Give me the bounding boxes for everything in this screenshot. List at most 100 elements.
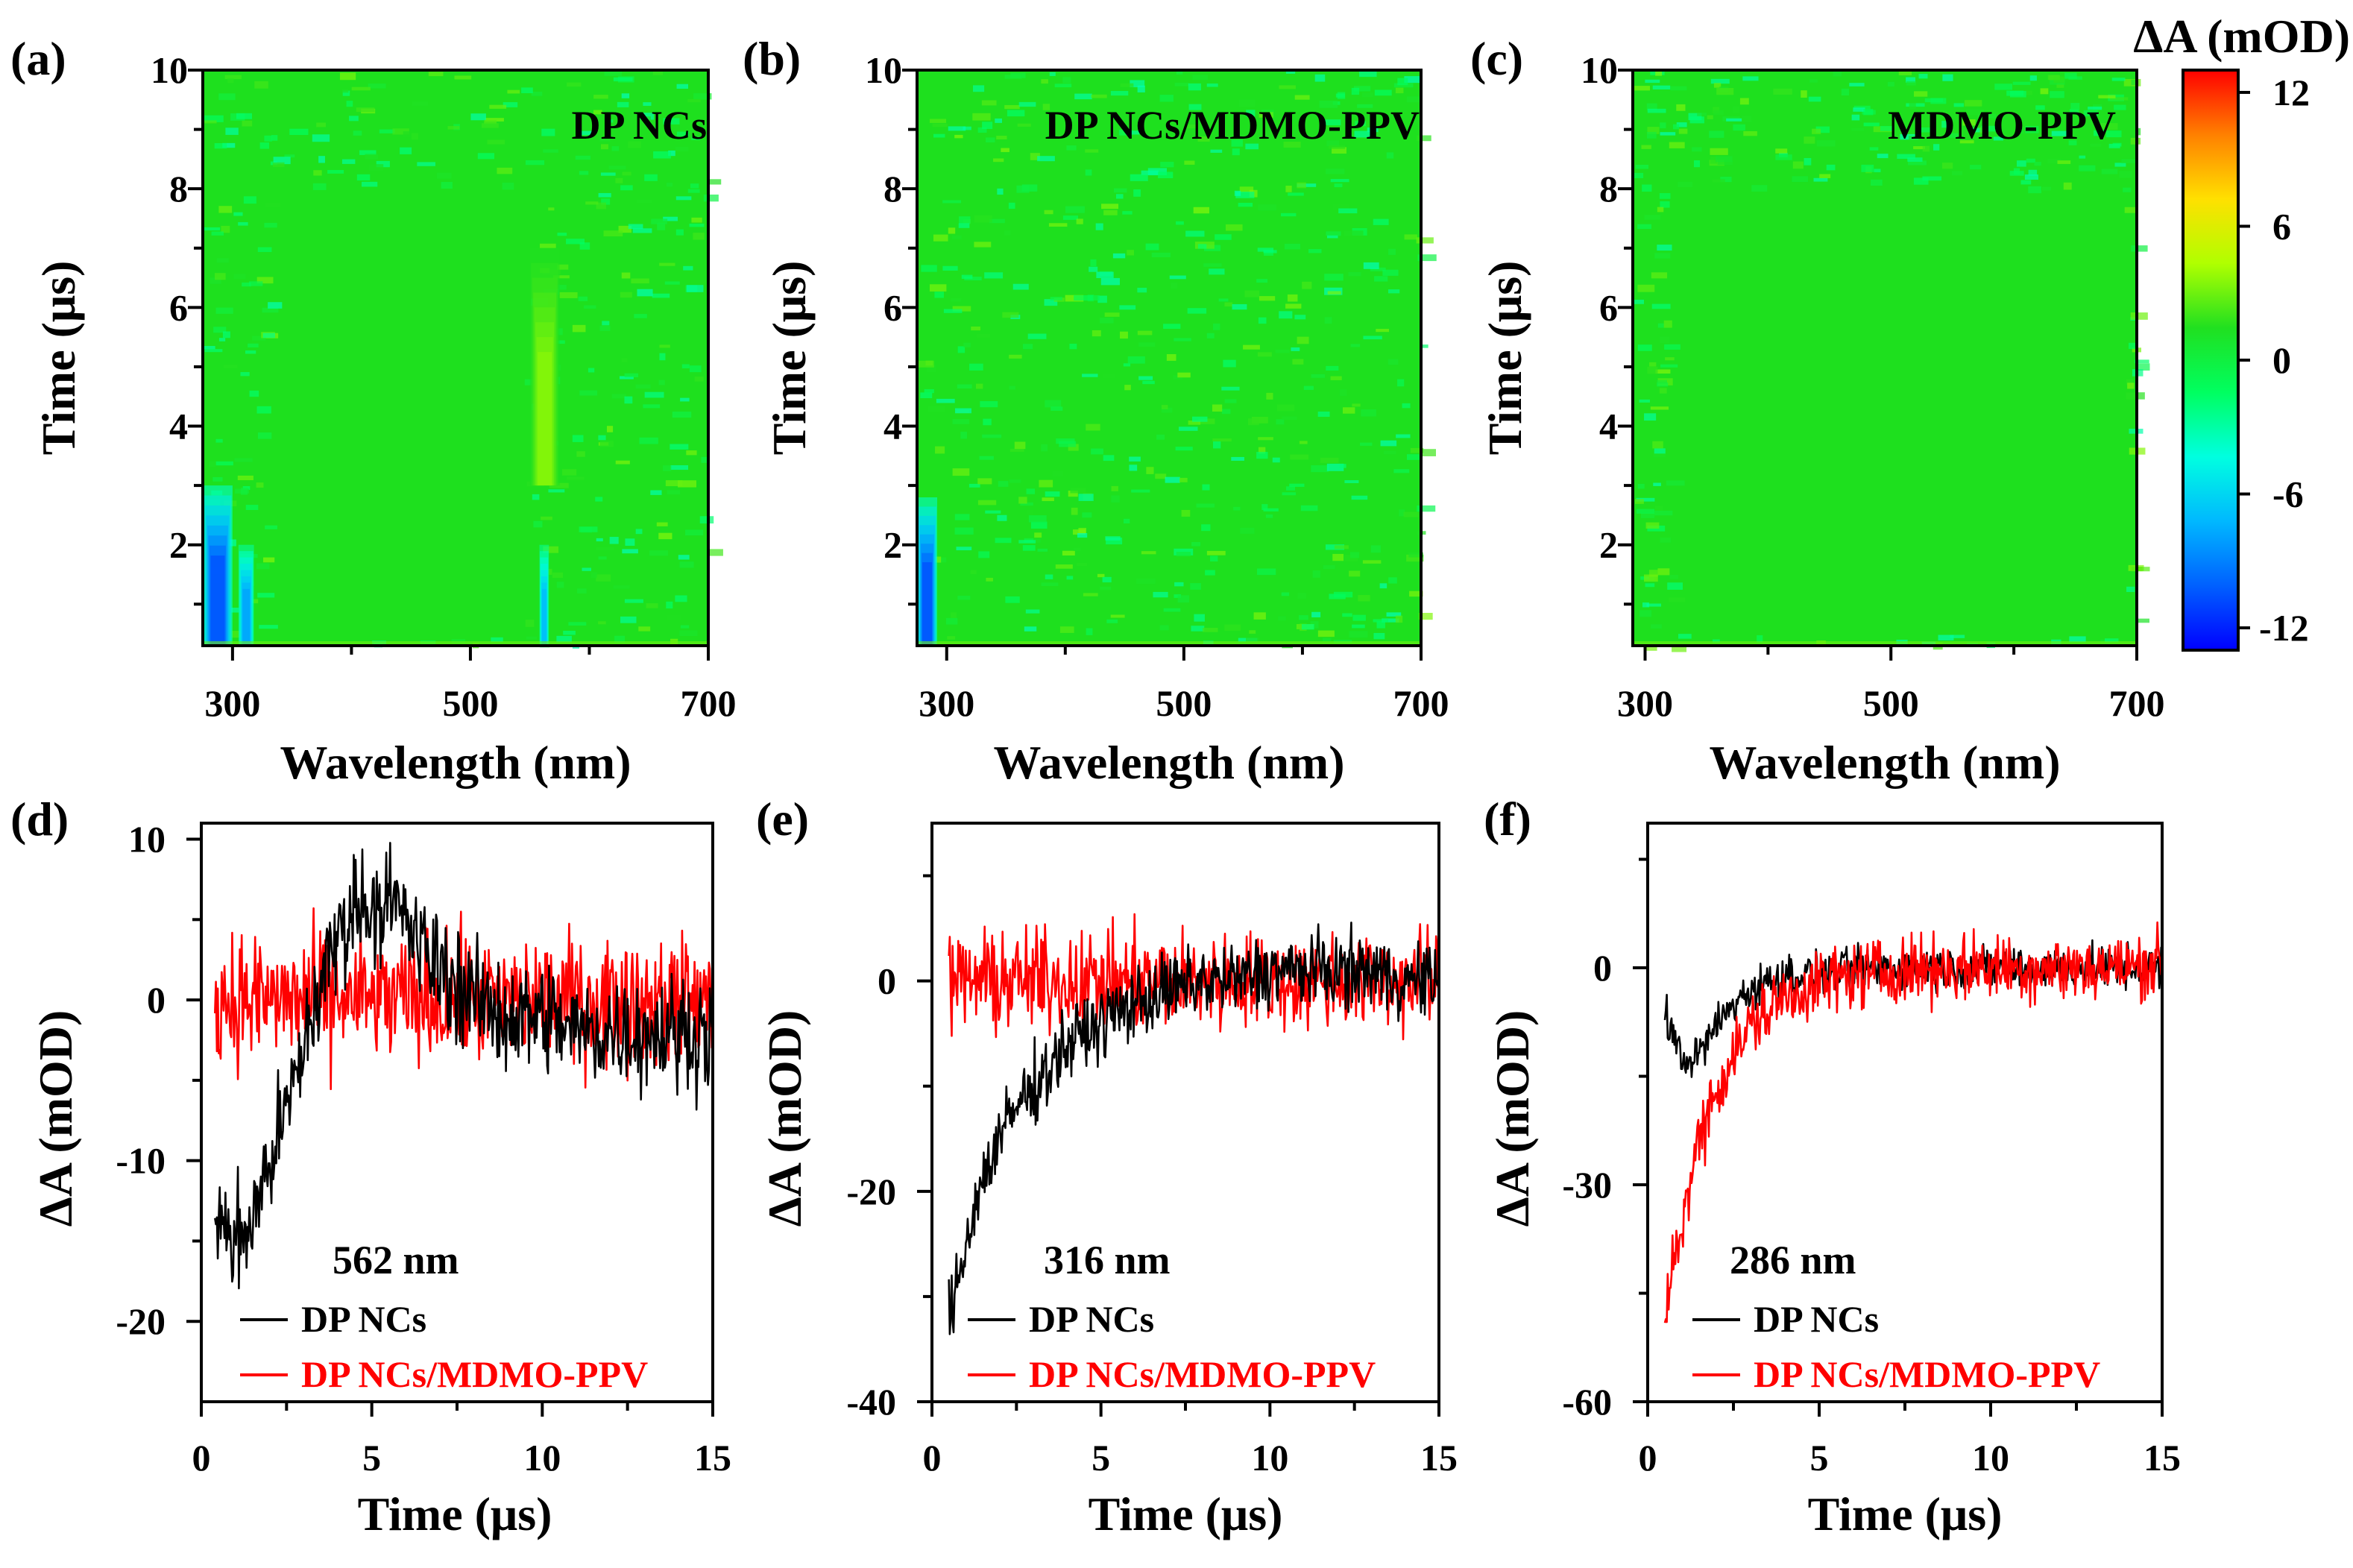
heatmap-cell	[1350, 344, 1361, 347]
heatmap-cell	[1201, 524, 1211, 532]
heatmap-cell	[1643, 574, 1658, 582]
heatmap-cell	[231, 608, 239, 613]
heatmap-cell	[1039, 479, 1053, 488]
y-tick-label-f-m30: -30	[1562, 1164, 1612, 1206]
heatmap-cell	[215, 461, 233, 466]
heatmap-cell	[1657, 380, 1667, 384]
heatmap-cell	[257, 593, 275, 598]
heatmap-cell	[608, 166, 626, 170]
heatmap-cell	[1642, 602, 1649, 608]
x-tick-label-a-700: 700	[681, 682, 737, 724]
heatmap-cell	[428, 72, 444, 77]
heatmap-cell	[341, 89, 349, 93]
heatmap-cell	[1279, 85, 1296, 89]
heatmap-cell	[1110, 91, 1129, 96]
heatmap-cell	[1235, 192, 1255, 198]
heatmap-cell	[943, 309, 963, 313]
heatmap-cell	[1171, 282, 1178, 289]
series-line-dp-ncs-mdmo-ppv	[1663, 921, 2164, 1323]
heatmap-cell	[1091, 448, 1103, 455]
heatmap-cell	[1076, 218, 1083, 224]
heatmap-cell	[1123, 363, 1131, 367]
heatmap-cell	[1297, 182, 1306, 189]
heatmap-cell	[652, 293, 670, 298]
heatmap-cell	[553, 275, 570, 279]
heatmap-cell	[659, 344, 670, 348]
heatmap-cell	[1004, 75, 1022, 79]
heatmap-cell	[675, 196, 692, 201]
heatmap-cell	[1657, 382, 1669, 387]
heatmap-cell	[1351, 495, 1368, 500]
heatmap-cell	[680, 397, 690, 402]
heatmap-cell	[2048, 75, 2061, 81]
legend-label-f-black: DP NCs	[1754, 1298, 1879, 1340]
heatmap-cell	[653, 151, 671, 159]
heatmap-cell	[1649, 479, 1658, 483]
heatmap-cell	[1851, 114, 1860, 121]
heatmap-cell	[1323, 119, 1341, 126]
heatmap-cell	[1417, 254, 1437, 262]
heatmap-cell	[1672, 124, 1680, 130]
heatmap-cell	[1066, 576, 1074, 580]
heatmap-cell	[1324, 317, 1332, 324]
heatmap-cell	[1076, 562, 1088, 567]
heatmap-cell	[1657, 568, 1670, 576]
heatmap-cell	[1133, 189, 1141, 197]
heatmap-cell	[256, 482, 264, 488]
heatmap-cell	[1233, 506, 1241, 511]
heatmap-cell	[593, 110, 602, 115]
heatmap-cell	[1358, 595, 1370, 602]
heatmap-cell	[240, 372, 250, 377]
heatmap-cell	[961, 274, 973, 279]
heatmap-cell	[1348, 271, 1361, 277]
heatmap-cell	[1120, 83, 1134, 87]
heatmap-cell	[1349, 631, 1368, 638]
heatmap-cell	[1339, 464, 1346, 468]
heatmap-cell	[1119, 305, 1136, 310]
heatmap-cell	[1205, 570, 1215, 576]
legend-label-e-black: DP NCs	[1029, 1298, 1154, 1340]
heatmap-cell	[548, 207, 555, 211]
heatmap-cell	[666, 614, 681, 620]
heatmap-cell	[2035, 105, 2045, 110]
x-tick-label-b-300: 300	[919, 682, 974, 724]
heatmap-cell	[1816, 140, 1836, 147]
heatmap-cell	[238, 221, 248, 226]
heatmap-cell	[1212, 438, 1232, 442]
heatmap-cell	[218, 338, 226, 341]
heatmap-cell	[1192, 75, 1209, 81]
heatmap-cell	[316, 122, 327, 127]
heatmap-cell	[2101, 169, 2118, 174]
heatmap-cell	[1202, 628, 1218, 632]
heatmap-cell	[1924, 98, 1944, 103]
heatmap-cell	[1097, 295, 1107, 303]
heatmap-cell	[1635, 165, 1649, 169]
heatmap-cell	[1742, 115, 1752, 122]
heatmap-cell	[225, 127, 239, 135]
heatmap-cell	[644, 391, 664, 398]
heatmap-cell	[234, 458, 253, 462]
heatmap-cell	[1224, 399, 1237, 403]
heatmap-cell	[1710, 156, 1718, 164]
heatmap-cell	[942, 200, 962, 204]
heatmap-cell	[1891, 116, 1903, 121]
heatmap-cell	[1640, 512, 1655, 518]
heatmap-cell	[1804, 157, 1812, 166]
heatmap-cell	[684, 529, 704, 536]
heatmap-cell	[2114, 104, 2126, 110]
heatmap-cell	[982, 434, 1002, 438]
heatmap-cell	[2131, 245, 2148, 252]
heatmap-cell	[2079, 155, 2086, 159]
heatmap-cell	[487, 139, 505, 145]
heatmap-cell	[956, 547, 972, 551]
heatmap-cell	[470, 113, 486, 121]
heatmap-cell	[1174, 338, 1191, 341]
heatmap-cell	[1197, 136, 1210, 142]
heatmap-cell	[1291, 347, 1300, 351]
heatmap-cell	[1909, 103, 1916, 109]
heatmap-cell	[1210, 149, 1223, 153]
traces-d	[214, 842, 714, 1290]
heatmap-cell	[1354, 130, 1372, 138]
heatmap-cell	[365, 154, 379, 160]
heatmap-cell	[1194, 614, 1205, 622]
